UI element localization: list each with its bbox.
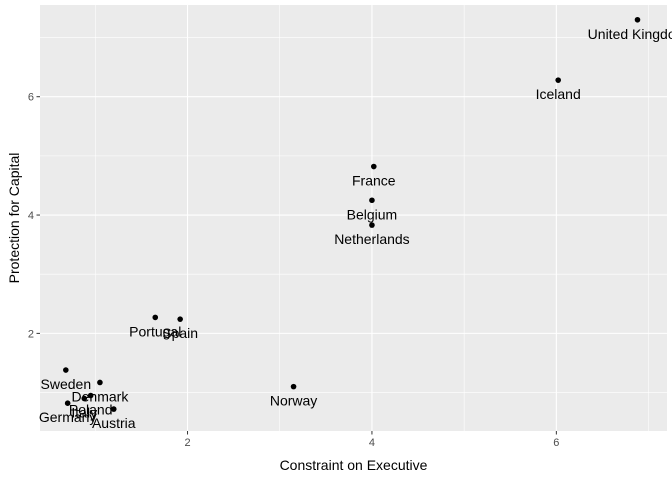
- y-tick-label: 4: [28, 210, 34, 222]
- y-axis: 2 4 6: [28, 92, 40, 340]
- y-tick-label: 6: [28, 92, 34, 104]
- data-point: [87, 392, 94, 399]
- point-label: Portugal: [129, 323, 181, 339]
- point-labels: United Kingdom Iceland France Belgium Nether…: [39, 26, 672, 431]
- point-label: Italy: [71, 404, 97, 420]
- data-points: [63, 16, 641, 412]
- point-label: Netherlands: [334, 231, 410, 247]
- x-tick-label: 4: [369, 437, 375, 449]
- data-point: [369, 197, 375, 204]
- grid-lines: [40, 5, 667, 431]
- data-point: [634, 16, 641, 23]
- data-point: [555, 77, 561, 83]
- point-label: Norway: [270, 393, 317, 409]
- point-label: Germany: [39, 409, 97, 425]
- y-axis-title: Protection for Capital: [6, 153, 22, 284]
- data-point: [63, 367, 69, 373]
- data-point: [369, 222, 375, 228]
- point-label: Spain: [162, 325, 198, 341]
- data-point: [290, 383, 297, 390]
- point-label: Poland: [69, 402, 113, 418]
- point-label: Austria: [92, 415, 136, 431]
- data-point: [97, 379, 103, 386]
- data-point: [110, 406, 117, 412]
- data-point: [152, 314, 159, 321]
- point-label: France: [352, 173, 396, 189]
- plot-panel: [40, 5, 667, 431]
- x-tick-label: 6: [553, 437, 559, 449]
- point-label: United Kingdom: [588, 26, 672, 42]
- data-point: [177, 316, 183, 322]
- x-axis: 2 4 6: [184, 431, 559, 449]
- y-tick-label: 2: [28, 328, 34, 340]
- point-label: Sweden: [41, 376, 92, 392]
- x-axis-title: Constraint on Executive: [280, 457, 428, 473]
- point-label: Denmark: [72, 388, 130, 404]
- point-label: Belgium: [347, 206, 398, 222]
- data-point: [81, 395, 88, 402]
- data-point: [370, 163, 377, 170]
- data-point: [64, 400, 71, 406]
- point-label: Iceland: [536, 86, 581, 102]
- x-tick-label: 2: [184, 437, 190, 449]
